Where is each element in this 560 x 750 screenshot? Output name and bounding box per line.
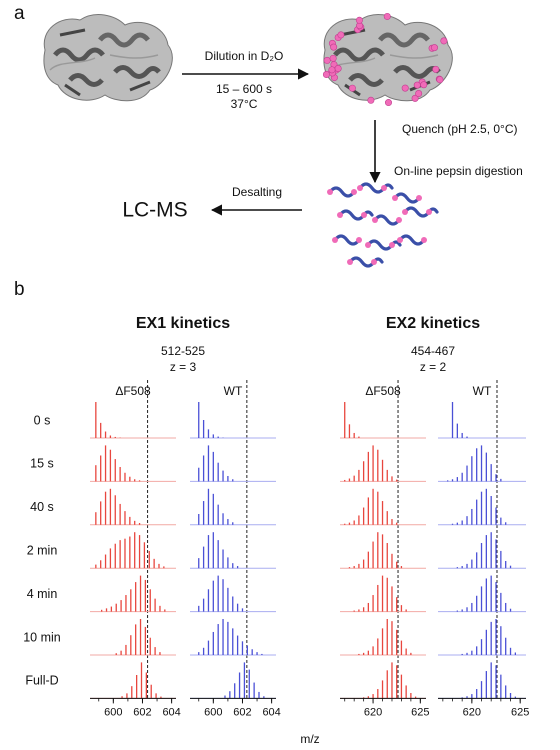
x-tick-label: 600: [104, 706, 122, 718]
deuterium-dot: [401, 84, 409, 92]
x-tick-label: 602: [233, 706, 251, 718]
kinetics-title: EX2 kinetics: [386, 315, 480, 332]
panel-letter: b: [14, 279, 25, 300]
spectra: 0 s 15 s 40 s 2 min 4 min 10 min Full-D EX1 kin…: [23, 315, 529, 718]
x-tick-label: 620: [463, 706, 481, 718]
time-label: Full-D: [25, 674, 58, 688]
lcms-label: LC-MS: [122, 199, 187, 222]
peptide: [398, 234, 426, 246]
deuterium-dot: [347, 259, 353, 265]
deuterium-dot: [322, 71, 330, 79]
peptide: [333, 234, 361, 246]
x-tick-label: 602: [133, 706, 151, 718]
deuterium-dot: [389, 242, 395, 248]
time-label: 4 min: [27, 587, 58, 601]
panel-letter: a: [14, 3, 25, 24]
time-label: 40 s: [30, 500, 54, 514]
variant-label: WT: [224, 384, 243, 398]
time-label: 2 min: [27, 543, 58, 557]
deuterium-dot: [416, 195, 422, 201]
x-tick-label: 604: [262, 706, 280, 718]
charge-label: z = 2: [420, 360, 447, 374]
deuterium-dot: [332, 237, 338, 243]
deuterium-dot: [384, 99, 392, 107]
x-tick-label: 625: [411, 706, 429, 718]
x-tick-label: 604: [162, 706, 180, 718]
deuterium-dot: [381, 185, 387, 191]
deuterium-dot: [365, 242, 371, 248]
deuterium-dot: [392, 195, 398, 201]
peptide: [366, 239, 402, 251]
deuterium-dot: [430, 44, 438, 52]
peptide: [358, 182, 394, 194]
x-tick-label: 620: [364, 706, 382, 718]
time-label: 10 min: [23, 630, 61, 644]
x-axis-label: m/z: [300, 732, 319, 746]
deuterium-dot: [337, 212, 343, 218]
deuterium-dot: [323, 56, 331, 64]
peptide-label: 512-525: [161, 344, 205, 358]
deuterium-dot: [415, 90, 423, 98]
deuterium-dot: [420, 81, 428, 89]
temp-label: 37°C: [231, 97, 258, 111]
deuterium-dot: [327, 189, 333, 195]
deuterium-dot: [361, 212, 367, 218]
variant-label: WT: [473, 384, 492, 398]
protein-labeled: [324, 15, 452, 101]
digestion-label: On-line pepsin digestion: [394, 164, 523, 178]
peptide: [348, 256, 384, 268]
deuterium-dot: [421, 237, 427, 243]
deuterium-dot: [351, 189, 357, 195]
peptide: [373, 214, 401, 226]
desalting-label: Desalting: [232, 185, 282, 199]
deuterium-dot: [330, 43, 338, 51]
deuterium-dot: [436, 76, 444, 84]
peptide: [393, 192, 421, 204]
deuterium-dot: [397, 237, 403, 243]
deuterium-dot: [383, 12, 391, 20]
peptide: [328, 186, 356, 198]
deuterium-dot: [328, 66, 336, 74]
deuterium-dot: [426, 209, 432, 215]
peptide: [403, 206, 439, 218]
deuterium-dot: [329, 54, 337, 62]
variant-label: ΔF508: [365, 384, 401, 398]
deuterium-dot: [440, 37, 448, 45]
deuterium-dot: [357, 185, 363, 191]
protein: [44, 15, 172, 101]
quench-label: Quench (pH 2.5, 0°C): [402, 122, 518, 136]
deuterium-dot: [411, 94, 419, 102]
kinetics-title: EX1 kinetics: [136, 315, 230, 332]
deuterium-dot: [371, 259, 377, 265]
deuterium-dot: [367, 96, 375, 104]
deuterium-dot: [372, 217, 378, 223]
deuterium-dot: [348, 84, 356, 92]
deuterium-dot: [402, 209, 408, 215]
deuterium-dot: [396, 217, 402, 223]
deuterium-dot: [337, 31, 345, 39]
variant-label: ΔF508: [115, 384, 151, 398]
dilution-label: Dilution in D₂O: [205, 49, 284, 63]
charge-label: z = 3: [170, 360, 197, 374]
deuterium-sites: [322, 12, 448, 107]
deuterium-dot: [355, 16, 363, 24]
peptide-label: 454-467: [411, 344, 455, 358]
x-tick-label: 625: [511, 706, 529, 718]
deuterium-dot: [432, 65, 440, 73]
deuterium-dot: [356, 237, 362, 243]
time-label: 15 – 600 s: [216, 82, 272, 96]
x-tick-label: 600: [204, 706, 222, 718]
time-label: 0 s: [34, 413, 51, 427]
deuterium-dot: [413, 81, 421, 89]
peptides: [327, 182, 439, 268]
peptide: [338, 209, 374, 221]
deuterium-dot: [334, 64, 342, 72]
time-label: 15 s: [30, 457, 54, 471]
